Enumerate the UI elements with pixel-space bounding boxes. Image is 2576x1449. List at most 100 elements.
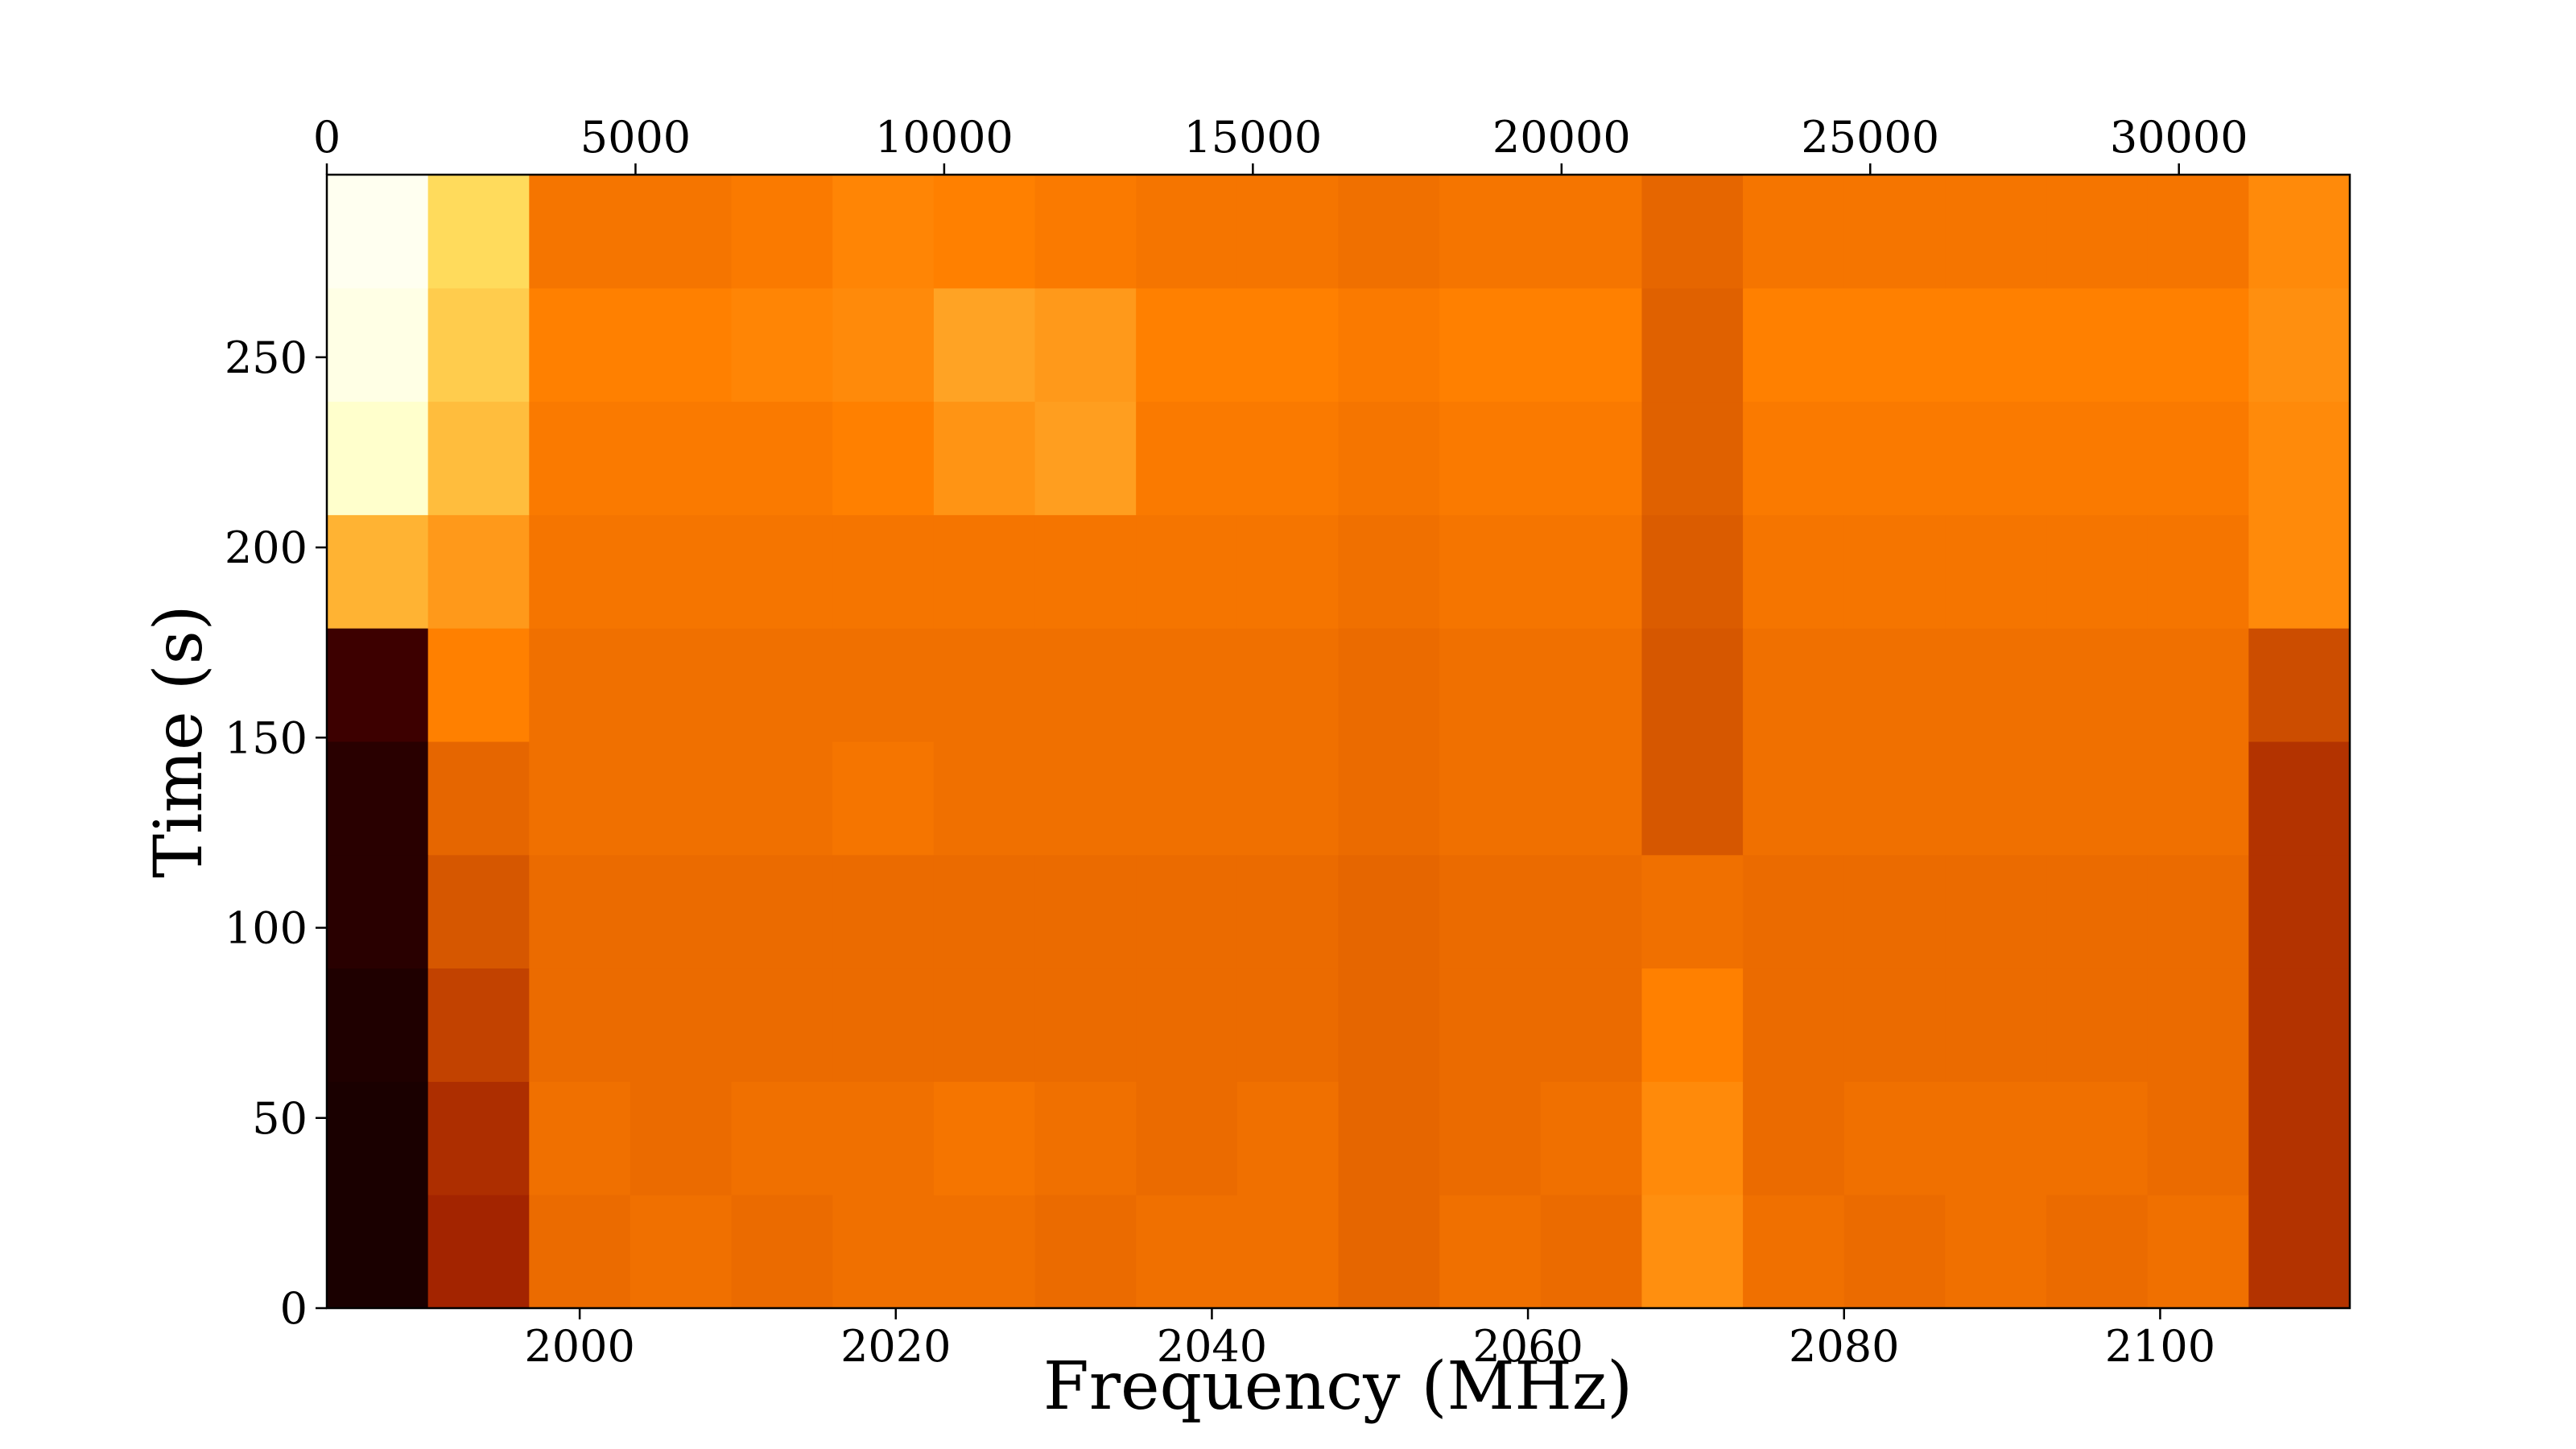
heatmap-cell <box>427 854 530 969</box>
heatmap-cell <box>1945 1081 2047 1195</box>
heatmap-cell <box>1136 1195 1238 1309</box>
heatmap-cell <box>2248 854 2351 969</box>
heatmap-cell <box>630 1081 733 1195</box>
heatmap-cell <box>1540 514 1642 629</box>
heatmap-cell <box>630 287 733 402</box>
heatmap-cell <box>1743 287 1845 402</box>
heatmap-cell <box>1945 968 2047 1082</box>
heatmap-cell <box>1641 854 1744 969</box>
y-tick-label: 150 <box>225 712 308 763</box>
heatmap-cell <box>2147 175 2249 289</box>
x2-tick-label: 0 <box>313 112 341 163</box>
heatmap-cell <box>327 968 429 1082</box>
heatmap-cell <box>1439 854 1542 969</box>
heatmap-cell <box>1236 854 1339 969</box>
x-tick-label: 2040 <box>1157 1321 1267 1372</box>
x2-tick-label: 10000 <box>875 112 1013 163</box>
heatmap-cell <box>327 514 429 629</box>
x-tick-label: 2080 <box>1789 1321 1899 1372</box>
heatmap-cell <box>1945 287 2047 402</box>
heatmap-cell <box>731 175 833 289</box>
heatmap-cell <box>933 514 1036 629</box>
heatmap-cell <box>1743 514 1845 629</box>
heatmap-cell <box>1136 401 1238 515</box>
heatmap-cell <box>1945 854 2047 969</box>
heatmap-cell <box>1136 741 1238 856</box>
x2-tick-label: 25000 <box>1801 112 1939 163</box>
x-axis-label: Frequency (MHz) <box>1043 1348 1633 1425</box>
heatmap-cell <box>529 1081 631 1195</box>
x-tick-label: 2020 <box>840 1321 951 1372</box>
heatmap-cell <box>427 287 530 402</box>
heatmap-cell <box>1843 401 1946 515</box>
heatmap-cell <box>933 1195 1036 1309</box>
x-tick-label: 2100 <box>2105 1321 2215 1372</box>
heatmap-cell <box>1439 401 1542 515</box>
heatmap-cell <box>832 514 935 629</box>
heatmap-cell <box>1034 401 1137 515</box>
heatmap-cell <box>630 968 733 1082</box>
heatmap-cell <box>731 854 833 969</box>
heatmap-cell <box>933 628 1036 742</box>
heatmap-cell <box>1945 514 2047 629</box>
heatmap-cell <box>1641 401 1744 515</box>
heatmap-cell <box>1236 514 1339 629</box>
heatmap-cell <box>1236 287 1339 402</box>
heatmap-cell <box>327 1081 429 1195</box>
heatmap-cell <box>2248 1081 2351 1195</box>
heatmap-cell <box>2046 741 2149 856</box>
heatmap-cell <box>630 401 733 515</box>
heatmap-cell <box>529 401 631 515</box>
heatmap-cell <box>1034 1195 1137 1309</box>
heatmap-cell <box>630 175 733 289</box>
heatmap-cell <box>1540 1195 1642 1309</box>
heatmap-cell <box>1439 175 1542 289</box>
heatmap-cell <box>2046 287 2149 402</box>
y-tick-label: 200 <box>225 522 308 573</box>
heatmap-cell <box>832 854 935 969</box>
heatmap-cell <box>1540 175 1642 289</box>
heatmap-cell <box>1439 741 1542 856</box>
x2-tick-label: 30000 <box>2110 112 2248 163</box>
heatmap-cell <box>427 175 530 289</box>
heatmap-cell <box>1034 854 1137 969</box>
heatmap-cell <box>832 287 935 402</box>
heatmap-cell <box>2147 514 2249 629</box>
heatmap-cell <box>731 1081 833 1195</box>
heatmap-cell <box>1743 401 1845 515</box>
heatmap-cell <box>1843 1195 1946 1309</box>
heatmap-cell <box>933 287 1036 402</box>
heatmap-cell <box>327 401 429 515</box>
heatmap-cell <box>933 741 1036 856</box>
heatmap-cell <box>327 175 429 289</box>
heatmap-cell <box>529 628 631 742</box>
heatmap-cell <box>1439 968 1542 1082</box>
heatmap-cell <box>933 854 1036 969</box>
heatmap-cell <box>2248 628 2351 742</box>
heatmap-cell <box>832 175 935 289</box>
heatmap-cell <box>1136 175 1238 289</box>
heatmap-cell <box>327 741 429 856</box>
heatmap-cell <box>1641 1081 1744 1195</box>
heatmap-cell <box>1843 1081 1946 1195</box>
plot-frame <box>325 173 2351 1310</box>
y-tick-label: 250 <box>225 332 308 383</box>
heatmap-cell <box>1540 287 1642 402</box>
y-tick-label: 100 <box>225 903 308 954</box>
heatmap-cell <box>731 514 833 629</box>
heatmap-cell <box>1236 968 1339 1082</box>
heatmap-cell <box>1439 1081 1542 1195</box>
heatmap-cell <box>1136 514 1238 629</box>
heatmap-cell <box>1641 514 1744 629</box>
heatmap-cell <box>2147 968 2249 1082</box>
heatmap-cell <box>1945 1195 2047 1309</box>
heatmap-cell <box>1136 968 1238 1082</box>
heatmap-cell <box>1236 628 1339 742</box>
heatmap-cell <box>529 175 631 289</box>
heatmap-cell <box>1338 741 1440 856</box>
heatmap-cell <box>2046 628 2149 742</box>
heatmap-cell <box>1439 1195 1542 1309</box>
heatmap-cell <box>1843 287 1946 402</box>
